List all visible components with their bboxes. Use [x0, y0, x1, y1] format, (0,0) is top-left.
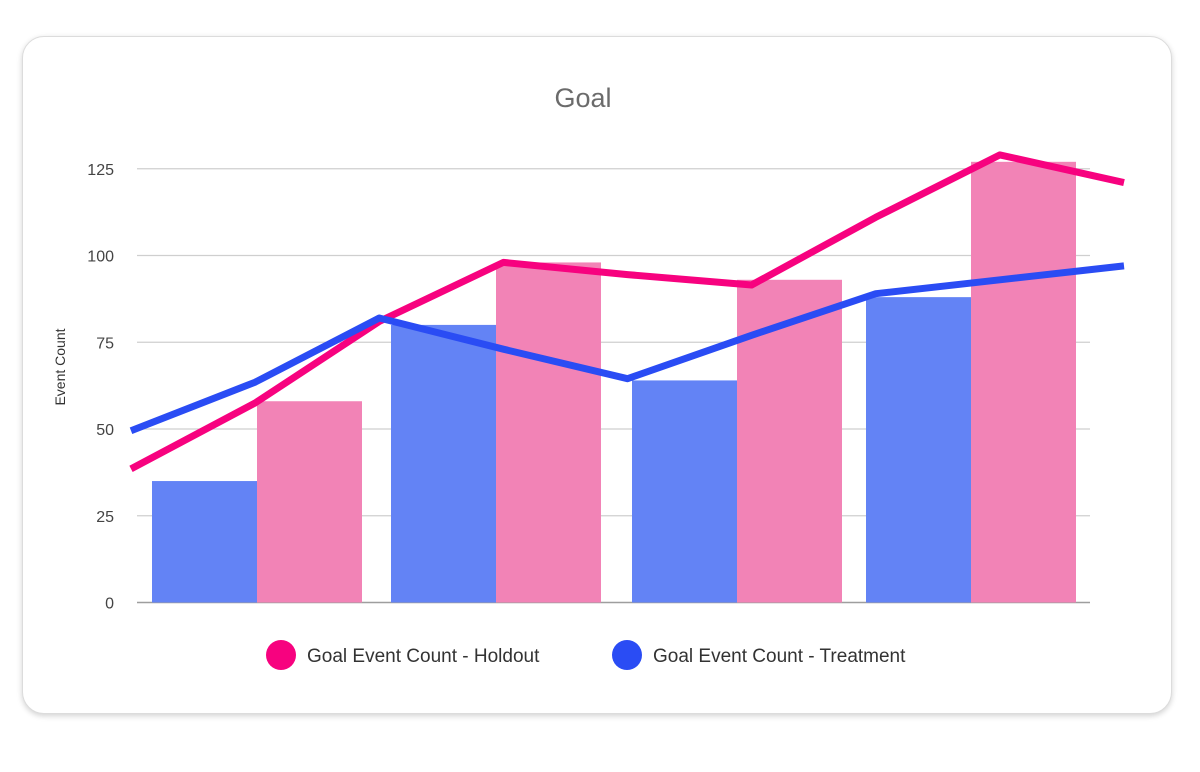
line-holdout: [129, 151, 1125, 472]
bar-holdout-4: [971, 161, 1076, 603]
bar-holdout-3: [737, 279, 842, 603]
legend-label-treatment: Goal Event Count - Treatment: [653, 646, 906, 667]
bar-treatment-1: [152, 481, 257, 603]
bar-treatment-4: [866, 297, 971, 603]
legend: Goal Event Count - Holdout Goal Event Cou…: [266, 640, 906, 670]
legend-marker-treatment: [612, 640, 642, 670]
bar-holdout-1: [257, 401, 362, 603]
bar-treatment-3: [632, 380, 737, 603]
chart-title: Goal: [554, 83, 611, 113]
y-tick-label: 100: [87, 249, 114, 266]
legend-marker-holdout: [266, 640, 296, 670]
y-tick-label: 0: [105, 596, 114, 613]
lines: [129, 151, 1125, 472]
bar-treatment-2: [391, 324, 496, 603]
y-tick-label: 75: [96, 335, 114, 352]
y-tick-label: 125: [87, 162, 114, 179]
line-treatment: [129, 262, 1125, 434]
y-tick-label: 50: [96, 422, 114, 439]
y-axis-ticks: 0 25 50 75 100 125: [87, 162, 114, 613]
y-axis-label: Event Count: [52, 328, 68, 405]
bar-holdout-2: [496, 262, 601, 603]
bars: [152, 161, 1076, 603]
y-tick-label: 25: [96, 509, 114, 526]
legend-label-holdout: Goal Event Count - Holdout: [307, 646, 540, 667]
